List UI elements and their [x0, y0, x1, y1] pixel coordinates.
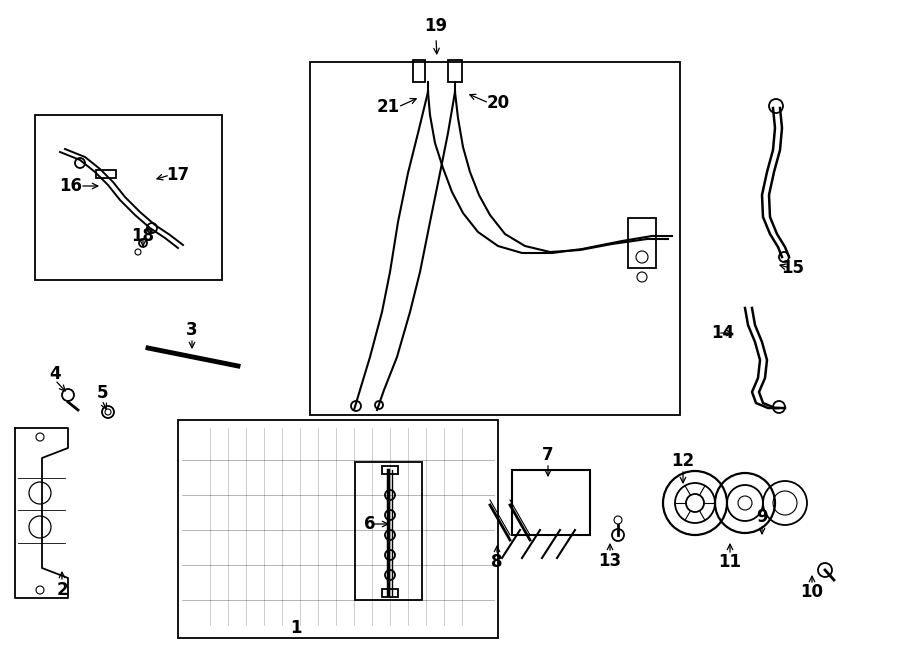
Text: 18: 18	[131, 227, 155, 245]
Text: 8: 8	[491, 553, 503, 571]
Bar	[413, 60, 425, 82]
Text: 19: 19	[425, 17, 447, 35]
Text: 14: 14	[711, 324, 734, 342]
Text: 5: 5	[96, 384, 108, 402]
Bar	[628, 218, 656, 268]
Text: 2: 2	[56, 581, 68, 599]
Circle shape	[385, 570, 395, 580]
Text: 15: 15	[781, 259, 805, 277]
Text: 12: 12	[671, 452, 695, 470]
Circle shape	[385, 490, 395, 500]
Text: 7: 7	[542, 446, 554, 464]
Text: 6: 6	[364, 515, 376, 533]
Text: 9: 9	[756, 508, 768, 526]
Text: 20: 20	[486, 94, 509, 112]
Text: 17: 17	[166, 166, 190, 184]
Bar	[382, 589, 398, 597]
Text: 1: 1	[290, 619, 302, 637]
Text: 16: 16	[59, 177, 83, 195]
Text: 11: 11	[718, 553, 742, 571]
Text: 13: 13	[598, 552, 622, 570]
Bar	[512, 470, 590, 535]
Circle shape	[385, 510, 395, 520]
Text: 4: 4	[50, 365, 61, 383]
Bar	[96, 170, 116, 178]
Text: 10: 10	[800, 583, 824, 601]
Circle shape	[385, 530, 395, 540]
Circle shape	[385, 550, 395, 560]
Bar	[382, 466, 398, 474]
Text: 3: 3	[186, 321, 198, 339]
Bar	[448, 60, 462, 82]
Text: 21: 21	[376, 98, 400, 116]
